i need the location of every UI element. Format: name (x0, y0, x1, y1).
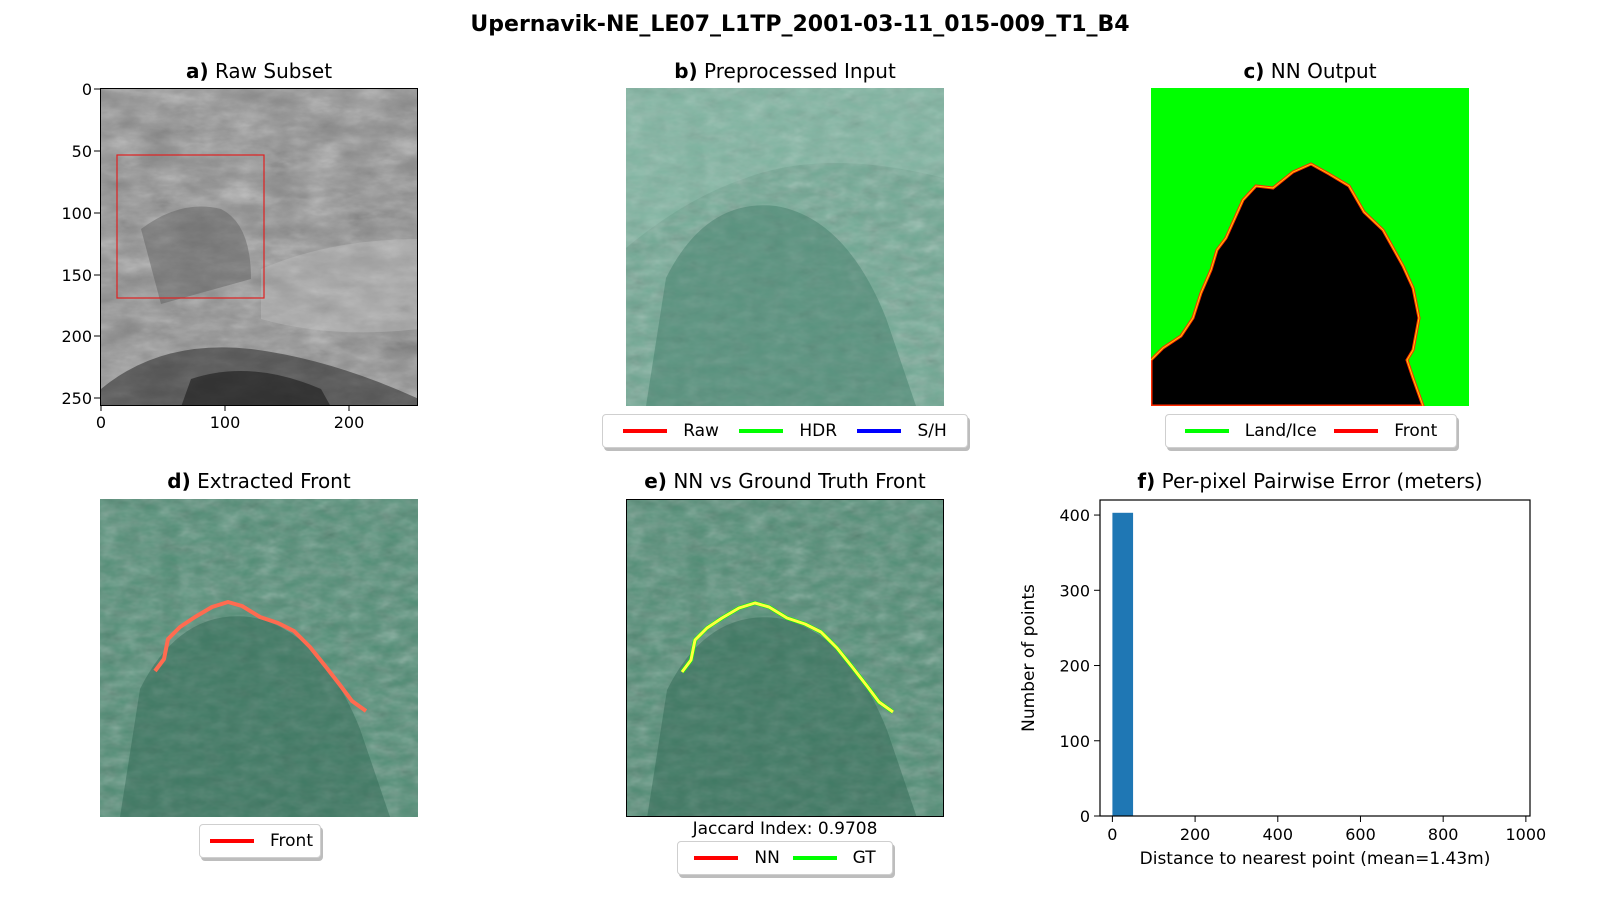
legend-swatch-raw (623, 429, 668, 433)
panel-a-title: a) Raw Subset (185, 59, 333, 83)
a-ytick-50: 50 (71, 142, 92, 161)
histogram-xtick-label: 0 (1107, 825, 1117, 844)
nn-vs-gt-image (626, 499, 944, 817)
legend-label-front: Front (1394, 421, 1438, 441)
histogram-ytick-label: 400 (1059, 506, 1090, 525)
legend-swatch-gt (792, 856, 837, 860)
histogram-ytick-label: 0 (1080, 807, 1090, 826)
histogram-bar-0 (1112, 512, 1134, 816)
panel-b-title: b) Preprocessed Input (674, 59, 896, 83)
a-ytick-100: 100 (61, 204, 92, 223)
a-ytick-150: 150 (61, 266, 92, 285)
histogram-ytick-label: 100 (1059, 732, 1090, 751)
histogram-xtick-label: 400 (1263, 825, 1294, 844)
a-xtick-0: 0 (95, 413, 107, 432)
legend-item-hdr: HDR (739, 421, 837, 441)
legend-swatch-sh (857, 429, 902, 433)
a-ytick-200: 200 (61, 327, 92, 346)
histogram-xtick-label: 1000 (1506, 825, 1547, 844)
jaccard-index-label: Jaccard Index: 0.9708 (692, 819, 878, 839)
legend-label-land-ice: Land/Ice (1244, 421, 1317, 441)
legend-swatch-front (1334, 429, 1379, 433)
legend-item-land-ice: Land/Ice (1184, 421, 1317, 441)
legend-swatch-nn (694, 856, 739, 860)
legend-label-front-d: Front (270, 831, 313, 851)
legend-c: Land/Ice Front (1165, 414, 1457, 448)
legend-item-gt: GT (792, 848, 876, 868)
a-ytick-marks (94, 88, 100, 399)
error-histogram: 0 200 400 600 800 1000 0 100 200 300 400 Distance… (1019, 499, 1547, 869)
legend-item-nn: NN (694, 848, 780, 868)
histogram-ytick-label: 300 (1059, 581, 1090, 600)
a-xtick-200: 200 (333, 413, 365, 432)
histogram-ytick-label: 200 (1059, 657, 1090, 676)
legend-label-raw: Raw (683, 421, 719, 441)
histogram-xtick-label: 200 (1180, 825, 1211, 844)
legend-swatch-hdr (739, 429, 784, 433)
legend-label-sh: S/H (917, 421, 947, 441)
legend-label-hdr: HDR (799, 421, 838, 441)
panel-f-title: f) Per-pixel Pairwise Error (meters) (1137, 469, 1483, 493)
a-xtick-marks (100, 405, 350, 411)
figure-title: Upernavik-NE_LE07_L1TP_2001-03-11_015-00… (470, 12, 1130, 37)
histogram-ylabel: Number of points (1019, 584, 1039, 732)
legend-d: Front (199, 824, 321, 858)
nn-output-image (1151, 88, 1469, 406)
raw-subset-image (100, 88, 418, 406)
a-ytick-0: 0 (81, 80, 92, 99)
legend-item-front: Front (1334, 421, 1437, 441)
histogram-xlabel: Distance to nearest point (mean=1.43m) (1140, 849, 1491, 869)
legend-b: Raw HDR S/H (602, 414, 968, 448)
extracted-front-image (100, 499, 418, 817)
histogram-xtick-label: 800 (1428, 825, 1459, 844)
histogram-xtick-label: 600 (1345, 825, 1376, 844)
legend-label-nn: NN (754, 848, 780, 868)
legend-item-raw: Raw (623, 421, 719, 441)
histogram-axes-frame (1099, 499, 1531, 817)
a-xtick-100: 100 (209, 413, 241, 432)
legend-item-sh: S/H (857, 421, 947, 441)
a-ytick-250: 250 (61, 389, 92, 408)
panel-d-title: d) Extracted Front (167, 469, 351, 493)
preprocessed-input-image (626, 88, 944, 406)
legend-label-gt: GT (852, 848, 876, 868)
panel-e-title: e) NN vs Ground Truth Front (644, 469, 926, 493)
legend-e: NN GT (677, 841, 893, 875)
panel-c-title: c) NN Output (1243, 59, 1377, 83)
legend-swatch-land-ice (1184, 429, 1229, 433)
legend-item-front-d: Front (210, 831, 313, 851)
legend-swatch-front-d (210, 839, 254, 843)
